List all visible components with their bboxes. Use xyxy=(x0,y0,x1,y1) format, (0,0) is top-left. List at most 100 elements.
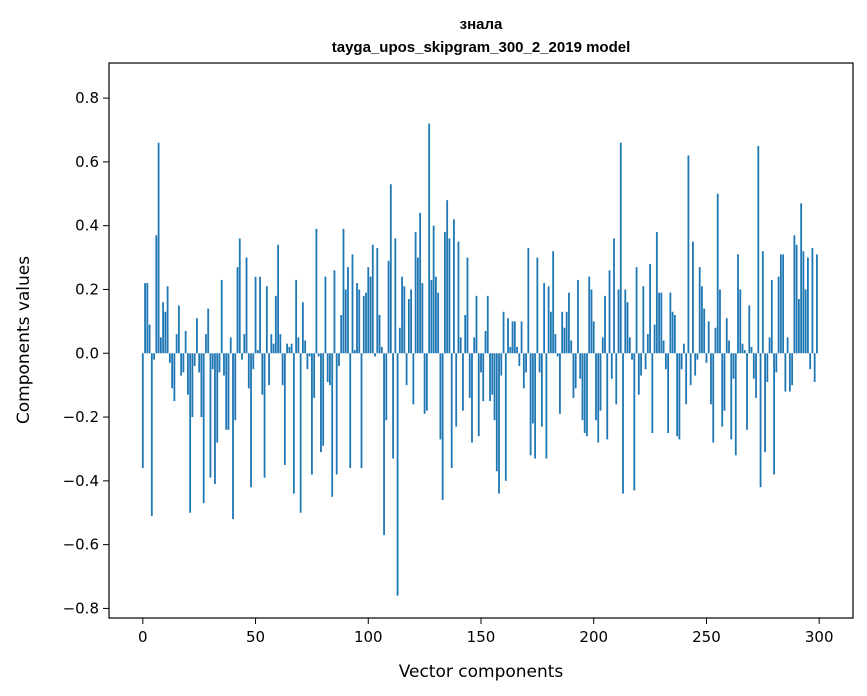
bar-33 xyxy=(216,353,219,443)
bar-236 xyxy=(673,314,676,354)
bar-242 xyxy=(687,155,690,354)
bar-74 xyxy=(308,353,311,357)
bar-31 xyxy=(211,353,214,370)
bar-262 xyxy=(732,353,735,379)
bar-39 xyxy=(229,337,232,354)
bar-205 xyxy=(604,295,606,354)
bar-279 xyxy=(770,279,773,354)
chart-subtitle: tayga_upos_skipgram_300_2_2019 model xyxy=(332,39,631,56)
bar-266 xyxy=(741,343,744,354)
bar-64 xyxy=(286,343,289,354)
bar-220 xyxy=(637,353,640,395)
bar-86 xyxy=(335,353,338,475)
bar-55 xyxy=(265,286,268,354)
bar-140 xyxy=(457,241,460,354)
bar-66 xyxy=(290,343,293,354)
bar-289 xyxy=(793,235,796,354)
bar-141 xyxy=(459,337,462,354)
bar-63 xyxy=(283,353,286,465)
bar-116 xyxy=(403,286,406,354)
bar-71 xyxy=(301,302,304,354)
bar-23 xyxy=(193,353,196,367)
bar-40 xyxy=(232,353,234,520)
bar-7 xyxy=(157,142,160,354)
bar-285 xyxy=(784,353,787,392)
bar-228 xyxy=(655,232,658,354)
bar-258 xyxy=(723,353,726,411)
bar-241 xyxy=(685,353,688,405)
bar-144 xyxy=(466,257,469,354)
bar-121 xyxy=(414,232,417,354)
bar-192 xyxy=(574,353,577,389)
bar-212 xyxy=(619,142,622,354)
bar-284 xyxy=(782,254,785,354)
bar-247 xyxy=(698,267,701,354)
bar-44 xyxy=(241,353,243,360)
bar-201 xyxy=(595,353,597,421)
bar-119 xyxy=(410,289,413,354)
x-axis-ticks: 0 50 100 150 200 250 300 xyxy=(138,618,834,646)
bar-293 xyxy=(802,251,805,354)
bar-50 xyxy=(254,276,257,354)
bar-174 xyxy=(534,353,537,459)
bar-267 xyxy=(743,350,746,354)
bar-270 xyxy=(750,346,753,354)
bar-272 xyxy=(755,353,757,398)
bar-274 xyxy=(759,353,762,488)
bar-124 xyxy=(421,283,424,354)
y-axis-label: Components values xyxy=(14,256,34,424)
bar-288 xyxy=(791,353,794,386)
bar-283 xyxy=(779,254,782,354)
bar-235 xyxy=(671,311,674,354)
bar-65 xyxy=(288,346,291,354)
bar-123 xyxy=(419,212,422,354)
bar-178 xyxy=(543,283,546,354)
bar-251 xyxy=(707,321,710,354)
bar-115 xyxy=(401,276,403,354)
bar-158 xyxy=(498,353,500,494)
bar-108 xyxy=(385,353,388,421)
bar-173 xyxy=(531,353,534,424)
bar-43 xyxy=(238,238,241,354)
bar-129 xyxy=(432,225,435,354)
bars-group xyxy=(141,123,818,596)
bar-167 xyxy=(518,353,521,367)
bar-104 xyxy=(376,248,379,354)
bar-221 xyxy=(640,353,642,376)
bar-207 xyxy=(608,270,611,354)
bar-275 xyxy=(761,251,764,354)
bar-172 xyxy=(529,353,532,456)
bar-199 xyxy=(590,289,593,354)
bar-263 xyxy=(734,353,737,456)
bar-133 xyxy=(441,353,444,500)
bar-269 xyxy=(748,305,751,354)
bar-287 xyxy=(788,353,791,392)
bar-209 xyxy=(613,238,615,354)
bar-233 xyxy=(667,353,670,433)
bar-18 xyxy=(182,353,185,373)
bar-166 xyxy=(516,346,518,354)
bar-110 xyxy=(389,184,392,354)
bar-255 xyxy=(716,193,719,354)
chart-title: знала xyxy=(460,16,503,33)
bar-161 xyxy=(504,353,507,481)
bar-171 xyxy=(527,248,530,354)
bar-222 xyxy=(642,286,645,354)
bar-206 xyxy=(606,353,609,440)
bar-134 xyxy=(444,232,446,354)
bar-145 xyxy=(468,353,471,398)
bar-148 xyxy=(475,295,478,354)
bar-16 xyxy=(177,305,180,354)
bar-105 xyxy=(378,314,381,354)
bar-25 xyxy=(198,353,201,373)
bar-226 xyxy=(651,353,654,433)
bar-75 xyxy=(311,353,313,475)
bar-295 xyxy=(807,257,809,354)
bar-46 xyxy=(245,257,248,354)
bar-53 xyxy=(261,353,264,395)
plot-frame xyxy=(108,62,854,619)
bar-196 xyxy=(583,353,586,433)
y-tick-label: 0.8 xyxy=(75,89,99,107)
bar-187 xyxy=(563,327,566,354)
